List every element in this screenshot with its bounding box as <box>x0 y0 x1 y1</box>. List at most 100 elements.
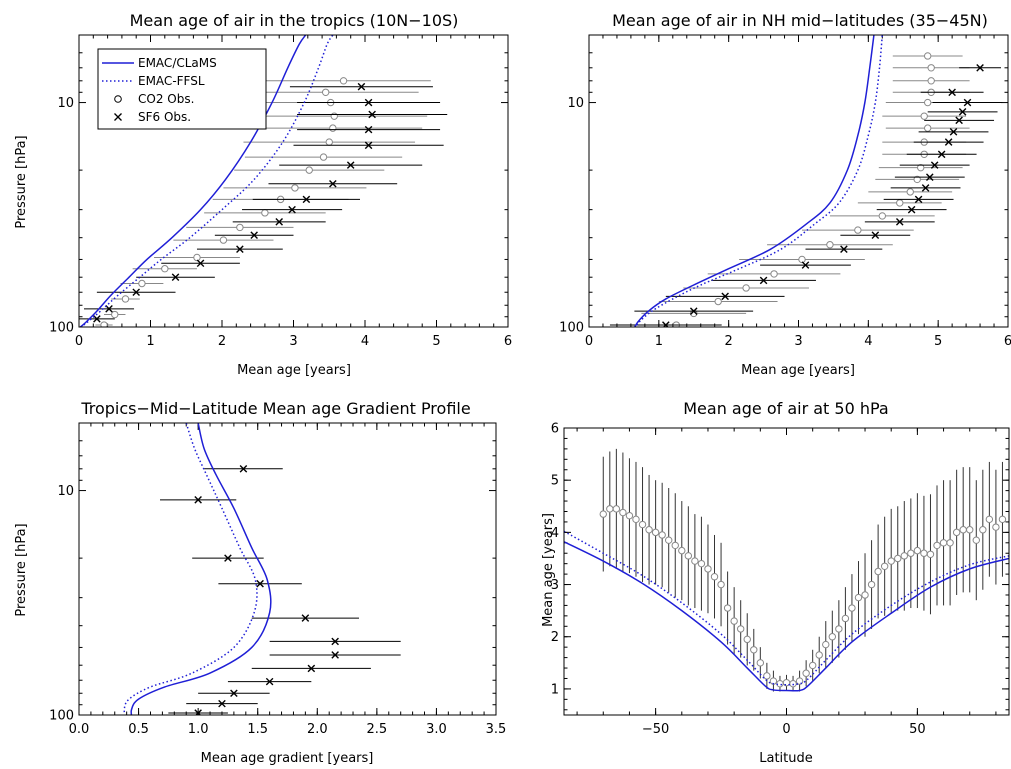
midlat-co2-point <box>927 64 935 72</box>
latitude-ytick-label: 4 <box>551 526 559 541</box>
latitude-co2-point <box>907 549 915 557</box>
gradient-sf6-cross-stroke <box>239 465 248 473</box>
tropics-sf6-cross-stroke <box>132 288 140 297</box>
latitude-co2-point <box>691 557 699 565</box>
legend-label-co2: CO2 Obs. <box>138 92 194 106</box>
tropics-sf6-cross-stroke <box>105 305 113 313</box>
latitude-co2-point <box>998 515 1007 524</box>
tropics-sf6-point <box>364 141 373 150</box>
legend-circle-icon <box>114 95 122 103</box>
tropics-ytick-label: 10 <box>57 96 74 111</box>
midlat-sf6-point <box>949 128 958 136</box>
tropics-sf6-cross-stroke <box>250 231 258 240</box>
panel-50hpa-title: Mean age of air at 50 hPa <box>683 399 888 418</box>
latitude-co2-point <box>822 640 830 649</box>
midlat-co2-point <box>927 77 935 85</box>
midlat-sf6-cross-stroke <box>759 276 768 285</box>
tropics-sf6-cross-stroke <box>171 273 180 282</box>
tropics-sf6-point <box>357 82 366 91</box>
tropics-xtick-label: 6 <box>504 334 512 349</box>
midlat-sf6-cross-stroke <box>930 161 939 169</box>
tropics-sf6-point <box>288 205 296 214</box>
midlat-co2-point <box>913 175 921 184</box>
midlat-xtick-label: 6 <box>1004 334 1011 349</box>
tropics-xtick-label: 5 <box>432 334 440 349</box>
panel-tropics: Mean age of air in the tropics (10N−10S)… <box>14 11 512 378</box>
midlat-co2-point <box>714 297 722 306</box>
midlat-xtick-label: 3 <box>794 334 802 349</box>
tropics-sf6-cross-stroke <box>364 141 373 150</box>
midlat-sf6-cross-stroke <box>921 184 930 192</box>
gradient-xtick-label: 2.5 <box>367 722 388 737</box>
tropics-sf6-point <box>364 98 373 107</box>
midlat-sf6-cross-stroke <box>955 116 963 125</box>
midlat-sf6-point <box>937 150 946 159</box>
midlat-sf6-point <box>871 231 880 240</box>
midlat-sf6-cross-stroke <box>801 261 810 269</box>
midlat-co2-point <box>923 124 932 132</box>
panel-gradient-plot: 0.0 0.5 1.0 1.5 2.0 2.5 3.0 3.5 10 100 <box>49 423 506 737</box>
midlat-sf6-cross-stroke <box>895 218 904 226</box>
midlat-sf6-point <box>759 276 768 285</box>
midlat-sf6-cross-stroke <box>958 108 967 116</box>
gradient-sf6-point <box>256 579 264 588</box>
panel-midlat-xlabel: Mean age [years] <box>741 363 855 378</box>
latitude-co2-point <box>704 565 712 573</box>
panel-gradient-frame <box>78 422 497 716</box>
panel-50hpa-xlabel: Latitude <box>759 751 813 766</box>
panel-tropics-title: Mean age of air in the tropics (10N−10S) <box>130 11 459 30</box>
midlat-line-clams <box>633 35 875 327</box>
latitude-co2-point <box>926 550 935 558</box>
latitude-co2-point <box>789 679 797 688</box>
panel-tropics-plot: 0 1 2 3 4 5 6 10 100 <box>49 35 512 349</box>
latitude-co2-point <box>808 661 817 670</box>
latitude-co2-point <box>802 669 810 677</box>
tropics-sf6-point <box>329 179 337 188</box>
panel-midlat: Mean age of air in NH mid−latitudes (35−… <box>559 11 1011 378</box>
midlat-co2-point <box>920 112 928 120</box>
tropics-co2-point <box>111 310 119 319</box>
midlat-co2-point <box>878 212 886 220</box>
gradient-xtick-label: 1.5 <box>247 722 268 737</box>
latitude-co2-point <box>835 625 843 633</box>
midlat-co2-point <box>742 284 750 292</box>
tropics-xtick-label: 3 <box>289 334 297 349</box>
latitude-co2-point <box>651 528 660 537</box>
latitude-co2-point <box>717 580 725 589</box>
tropics-co2-point <box>161 265 169 273</box>
tropics-sf6-point <box>132 288 140 297</box>
gradient-xtick-label: 1.0 <box>188 722 209 737</box>
gradient-ytick-label: 100 <box>49 709 74 724</box>
midlat-co2-point <box>826 241 834 249</box>
latitude-co2-point <box>972 536 980 544</box>
midlat-sf6-cross-stroke <box>721 292 729 301</box>
latitude-co2-point <box>671 541 679 550</box>
latitude-co2-point <box>933 541 941 550</box>
latitude-co2-point <box>723 604 732 612</box>
midlat-sf6-point <box>662 321 670 327</box>
gradient-line-ffsl <box>123 423 258 715</box>
tropics-sf6-point <box>364 125 373 134</box>
latitude-co2-point <box>730 617 738 625</box>
latitude-co2-point <box>920 549 928 557</box>
latitude-co2-point <box>750 646 758 654</box>
midlat-sf6-point <box>930 161 939 169</box>
midlat-sf6-point <box>976 64 984 72</box>
midlat-data-area <box>609 35 1003 327</box>
gradient-sf6-point <box>230 689 238 698</box>
latitude-co2-point <box>861 591 869 599</box>
latitude-co2-point <box>606 505 614 513</box>
tropics-sf6-cross-stroke <box>236 245 244 253</box>
tropics-sf6-point <box>105 305 113 313</box>
midlat-sf6-point <box>907 205 916 214</box>
latitude-co2-point <box>632 515 640 524</box>
panel-midlat-title: Mean age of air in NH mid−latitudes (35−… <box>612 11 988 30</box>
latitude-co2-point <box>913 546 922 555</box>
gradient-data-area <box>123 423 401 715</box>
latitude-ytick-label: 2 <box>551 630 559 645</box>
latitude-co2-point <box>939 539 948 547</box>
panel-50hpa-frame <box>563 427 1010 716</box>
midlat-sf6-cross-stroke <box>976 64 984 72</box>
latitude-co2-point <box>887 557 895 565</box>
